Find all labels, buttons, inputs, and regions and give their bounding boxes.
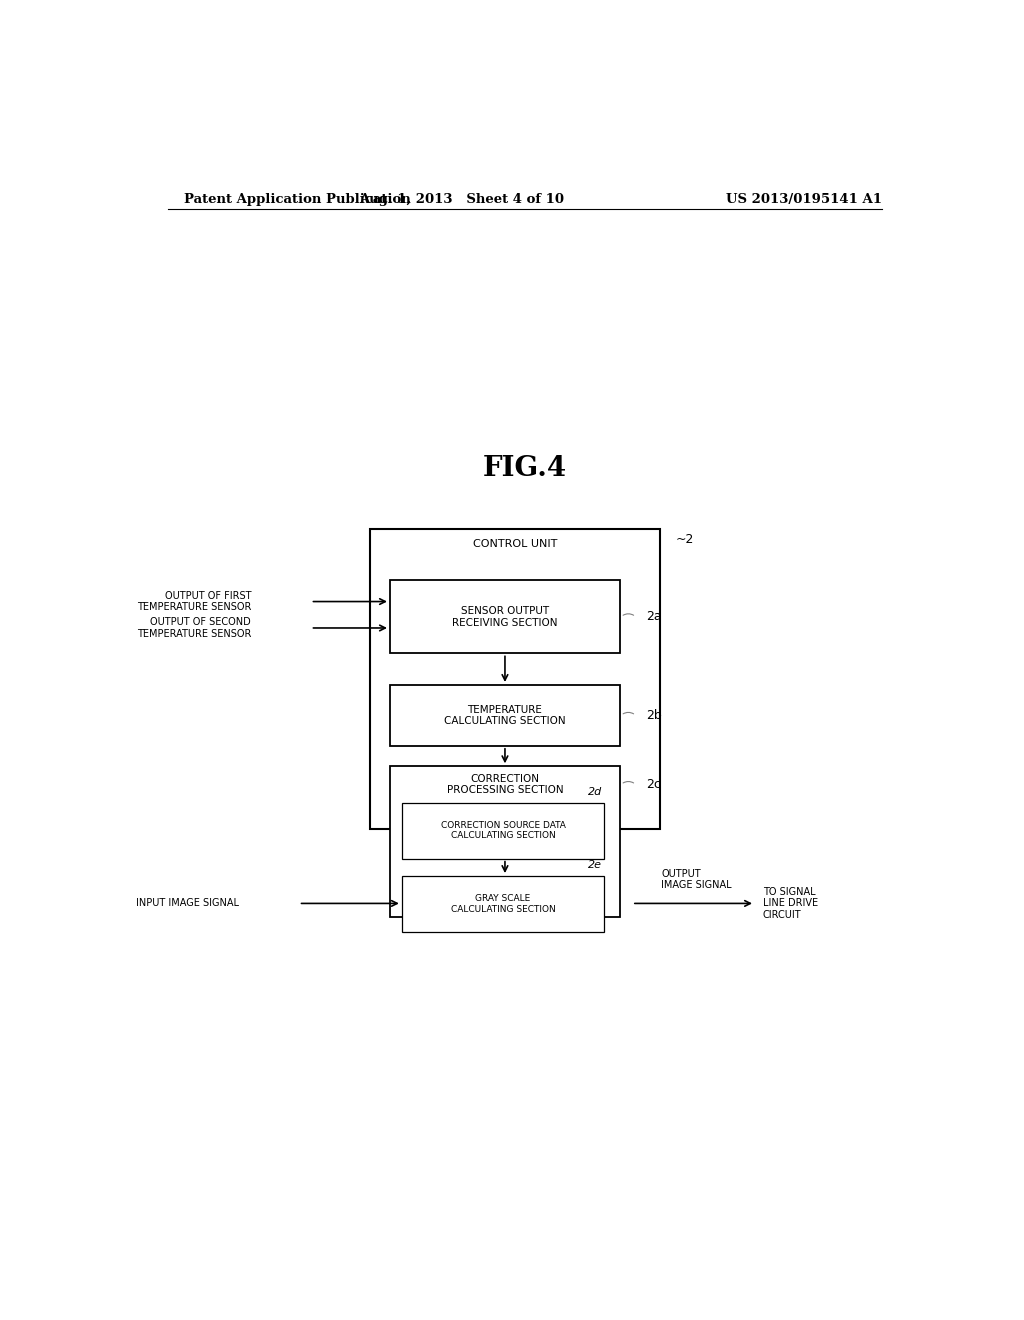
Text: 2b: 2b [646, 709, 662, 722]
Text: OUTPUT
IMAGE SIGNAL: OUTPUT IMAGE SIGNAL [662, 869, 732, 890]
Bar [390, 581, 621, 653]
Text: INPUT IMAGE SIGNAL: INPUT IMAGE SIGNAL [136, 899, 240, 908]
Text: TEMPERATURE
CALCULATING SECTION: TEMPERATURE CALCULATING SECTION [444, 705, 566, 726]
Bar [390, 766, 621, 916]
Text: SENSOR OUTPUT
RECEIVING SECTION: SENSOR OUTPUT RECEIVING SECTION [453, 606, 558, 627]
Bar [370, 529, 659, 829]
Text: CORRECTION
PROCESSING SECTION: CORRECTION PROCESSING SECTION [446, 774, 563, 796]
Text: 2a: 2a [646, 610, 662, 623]
Bar [401, 803, 604, 859]
Text: OUTPUT OF FIRST
TEMPERATURE SENSOR: OUTPUT OF FIRST TEMPERATURE SENSOR [136, 591, 251, 612]
Text: Patent Application Publication: Patent Application Publication [183, 193, 411, 206]
Text: TO SIGNAL
LINE DRIVE
CIRCUIT: TO SIGNAL LINE DRIVE CIRCUIT [763, 887, 818, 920]
Text: Aug. 1, 2013   Sheet 4 of 10: Aug. 1, 2013 Sheet 4 of 10 [358, 193, 564, 206]
Bar [390, 685, 621, 746]
Text: ~2: ~2 [676, 533, 694, 546]
Text: FIG.4: FIG.4 [482, 455, 567, 482]
Text: CONTROL UNIT: CONTROL UNIT [473, 539, 557, 549]
Bar [401, 876, 604, 932]
Text: OUTPUT OF SECOND
TEMPERATURE SENSOR: OUTPUT OF SECOND TEMPERATURE SENSOR [136, 618, 251, 639]
Text: US 2013/0195141 A1: US 2013/0195141 A1 [726, 193, 882, 206]
Text: 2c: 2c [646, 777, 662, 791]
Text: CORRECTION SOURCE DATA
CALCULATING SECTION: CORRECTION SOURCE DATA CALCULATING SECTI… [440, 821, 565, 841]
Text: 2e: 2e [588, 859, 602, 870]
Text: GRAY SCALE
CALCULATING SECTION: GRAY SCALE CALCULATING SECTION [451, 894, 555, 913]
Text: 2d: 2d [588, 787, 602, 797]
